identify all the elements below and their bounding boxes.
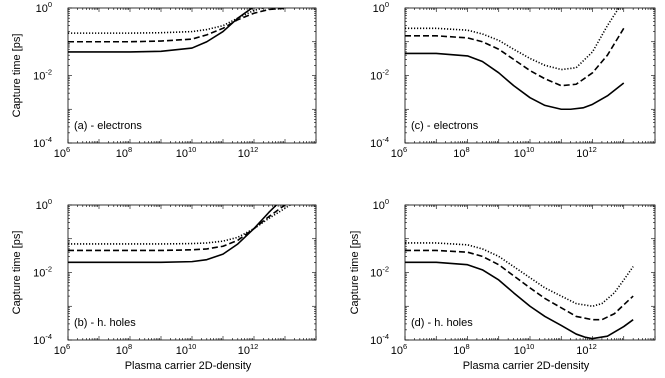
y-tick-label: 10-4 [370,135,389,150]
x-tick-label: 108 [453,145,469,160]
x-tick-label: 106 [391,342,407,357]
panel-1: 106 108 1010 1012 10-4 10-2 100 (a) - electrons… [11,0,317,160]
panel-4: 106 108 1010 1012 10-4 10-2 100 (d) - h. holes C… [349,197,656,372]
panel-label: (a) - electrons [74,120,142,132]
y-axis-label: Capture time [ps] [11,34,23,118]
series-line-dashed [68,205,287,252]
y-tick-label: 100 [373,0,389,15]
y-tick-label: 100 [36,197,52,212]
series-line-dotted [68,205,292,245]
y-tick-label: 100 [36,0,52,15]
y-tick-label: 10-4 [33,332,52,347]
x-tick-label: 1012 [576,145,597,160]
series-line-dashed [68,8,286,43]
series-line-dashed [405,249,634,321]
panel-2: 106 108 1010 1012 10-4 10-2 100 (c) - electrons [370,0,656,160]
y-tick-label: 10-2 [370,68,389,83]
x-tick-label: 1010 [514,342,535,357]
x-tick-label: 106 [54,342,70,357]
series-line-solid [68,205,278,264]
series-line-dotted [68,8,267,34]
y-tick-label: 10-4 [370,332,389,347]
x-tick-label: 1012 [576,342,597,357]
x-tick-label: 1012 [238,145,259,160]
x-axis-label: Plasma carrier 2D-density [463,360,590,372]
x-axis-label: Plasma carrier 2D-density [125,360,252,372]
x-tick-label: 1010 [514,145,535,160]
panel-label: (b) - h. holes [74,317,136,329]
panel-label: (c) - electrons [411,120,479,132]
x-tick-label: 1012 [238,342,259,357]
panel-label: (d) - h. holes [411,317,473,329]
panel-3: 106 108 1010 1012 10-4 10-2 100 (b) - h. holes C… [11,197,317,372]
x-tick-label: 106 [54,145,70,160]
y-axis-label: Capture time [ps] [349,231,361,315]
x-tick-label: 108 [116,342,132,357]
y-tick-label: 10-4 [33,135,52,150]
series-line-solid [68,8,254,53]
x-tick-label: 106 [391,145,407,160]
y-axis-label: Capture time [ps] [11,231,23,315]
series-line-solid [405,52,625,111]
y-tick-label: 100 [373,197,389,212]
y-tick-label: 10-2 [370,265,389,280]
x-tick-label: 108 [116,145,132,160]
x-tick-label: 1010 [176,342,197,357]
series-line-dotted [405,8,620,71]
series-line-solid [405,261,634,340]
series-line-dashed [405,27,625,87]
x-tick-label: 1010 [176,145,197,160]
y-tick-label: 10-2 [33,265,52,280]
x-tick-label: 108 [453,342,469,357]
y-tick-label: 10-2 [33,68,52,83]
